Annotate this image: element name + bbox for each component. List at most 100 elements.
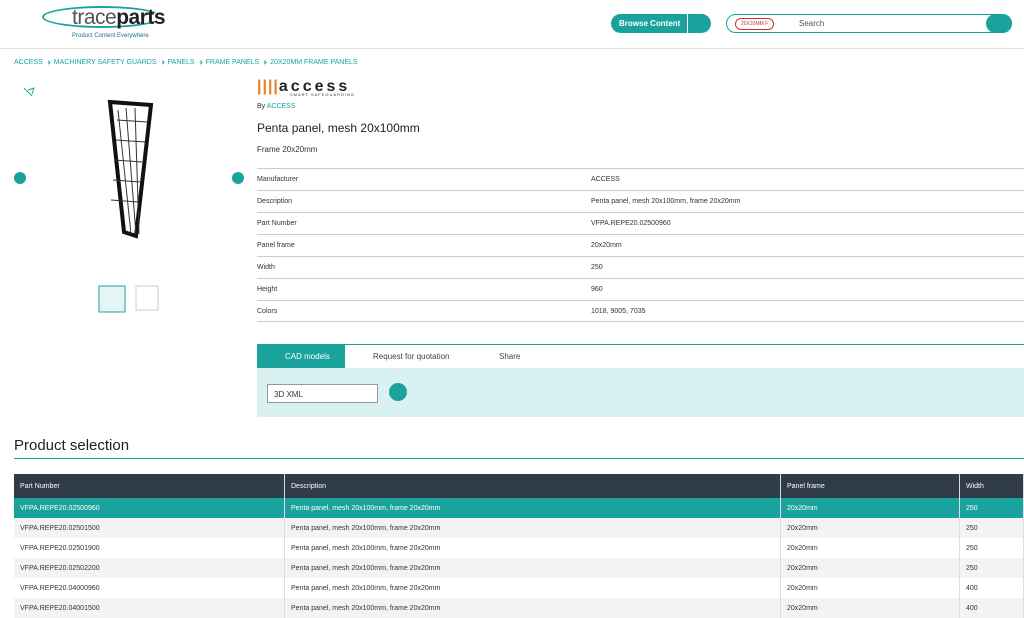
spec-value: 250 bbox=[591, 264, 603, 271]
logo[interactable]: traceparts bbox=[72, 6, 166, 30]
table-row[interactable]: VFPA.REPE20.02501500 Penta panel, mesh 20… bbox=[14, 518, 1024, 538]
button-label: Browse Content bbox=[619, 19, 681, 28]
separator bbox=[46, 60, 51, 65]
separator bbox=[262, 60, 267, 65]
table-cell: VFPA.REPE20.04000960 bbox=[14, 578, 285, 598]
column-header: Panel frame bbox=[781, 474, 960, 498]
search-box[interactable]: 20X20MM F Search bbox=[726, 14, 1012, 33]
brand-name: access bbox=[278, 78, 351, 95]
browse-button[interactable]: Browse Content bbox=[611, 14, 711, 33]
panel-mesh bbox=[110, 107, 148, 235]
dropdown-arrow bbox=[687, 14, 711, 33]
table-row[interactable]: VFPA.REPE20.04001500 Penta panel, mesh 20… bbox=[14, 598, 1024, 618]
table-row[interactable]: VFPA.REPE20.02500960 Penta panel, mesh 20… bbox=[14, 498, 1024, 518]
spec-value: ACCESS bbox=[591, 176, 620, 183]
breadcrumb-link[interactable]: MACHINERY SAFETY GUARDS bbox=[53, 59, 157, 66]
spec-value: Penta panel, mesh 20x100mm, frame 20x20m… bbox=[591, 198, 741, 205]
by-text: By bbox=[257, 103, 266, 110]
logo-text: trace bbox=[72, 6, 117, 29]
table-cell: 20x20mm bbox=[781, 578, 960, 598]
table-row[interactable]: VFPA.REPE20.04000960 Penta panel, mesh 20… bbox=[14, 578, 1024, 598]
separator bbox=[159, 60, 165, 65]
header: traceparts Product Content Everywhere Br… bbox=[0, 0, 1024, 49]
table-cell: 20x20mm bbox=[781, 598, 960, 618]
search-placeholder: Search bbox=[799, 19, 825, 28]
section-heading: Product selection bbox=[14, 437, 130, 454]
table-row[interactable]: VFPA.REPE20.02502200 Penta panel, mesh 20… bbox=[14, 558, 1024, 578]
table-cell: VFPA.REPE20.02500960 bbox=[14, 498, 285, 518]
breadcrumb: ACCESS MACHINERY SAFETY GUARDS PANELS FRAME… bbox=[14, 59, 358, 66]
breadcrumb-link[interactable]: PANELS bbox=[167, 59, 195, 66]
spec-row: Part Number VFPA.REPE20.02500960 bbox=[257, 212, 1024, 234]
table-cell: 20x20mm bbox=[781, 498, 960, 518]
table-cell: Penta panel, mesh 20x100mm, frame 20x20m… bbox=[285, 598, 781, 618]
column-header: Width bbox=[960, 474, 1024, 498]
column-header: Part Number bbox=[14, 474, 285, 498]
download-button[interactable] bbox=[389, 383, 407, 401]
search-tag[interactable]: 20X20MM F bbox=[735, 18, 775, 30]
table-cell: 250 bbox=[960, 518, 1024, 538]
product-subtitle: Frame 20x20mm bbox=[257, 145, 318, 154]
table-cell: 250 bbox=[960, 538, 1024, 558]
table-cell: VFPA.REPE20.02501500 bbox=[14, 518, 285, 538]
next-arrow[interactable] bbox=[232, 172, 244, 184]
spec-row: Description Penta panel, mesh 20x100mm, f… bbox=[257, 190, 1024, 212]
table-header: Part Number Description Panel frame Width bbox=[14, 474, 1024, 498]
format-select[interactable]: 3D XML bbox=[267, 384, 378, 403]
table-cell: 20x20mm bbox=[781, 538, 960, 558]
by-link[interactable]: ACCESS bbox=[266, 103, 296, 110]
spec-label: Manufacturer bbox=[257, 176, 299, 183]
spec-label: Width bbox=[257, 264, 275, 271]
table-row[interactable]: VFPA.REPE20.02501900 Penta panel, mesh 20… bbox=[14, 538, 1024, 558]
tab[interactable]: Request for quotation bbox=[373, 352, 450, 361]
table-cell: VFPA.REPE20.04001500 bbox=[14, 598, 285, 618]
spec-row: Panel frame 20x20mm bbox=[257, 234, 1024, 256]
table-cell: 20x20mm bbox=[781, 518, 960, 538]
spec-row: Manufacturer ACCESS bbox=[257, 168, 1024, 190]
breadcrumb-link[interactable]: 20X20MM FRAME PANELS bbox=[270, 59, 358, 66]
table-cell: 20x20mm bbox=[781, 558, 960, 578]
table-cell: Penta panel, mesh 20x100mm, frame 20x20m… bbox=[285, 518, 781, 538]
separator bbox=[197, 60, 203, 65]
search-button[interactable] bbox=[986, 14, 1012, 33]
spec-label: Colors bbox=[257, 307, 278, 315]
table-cell: 400 bbox=[960, 598, 1024, 618]
brand-logo: ||||access bbox=[257, 78, 351, 95]
spec-row: Height 960 bbox=[257, 278, 1024, 300]
spec-label: Description bbox=[257, 198, 293, 205]
logo-text: parts bbox=[116, 6, 166, 29]
prev-arrow[interactable] bbox=[14, 172, 26, 184]
spec-value: VFPA.REPE20.02500960 bbox=[591, 220, 671, 227]
breadcrumb-link[interactable]: FRAME PANELS bbox=[205, 59, 260, 66]
spec-label: Height bbox=[257, 286, 278, 293]
panel-image bbox=[107, 99, 154, 239]
breadcrumb-link[interactable]: ACCESS bbox=[14, 59, 43, 66]
spec-label: Panel frame bbox=[257, 242, 295, 249]
by-line: By ACCESS bbox=[257, 103, 296, 110]
pin-icon[interactable] bbox=[23, 87, 35, 97]
table-cell: Penta panel, mesh 20x100mm, frame 20x20m… bbox=[285, 498, 781, 518]
tab-active[interactable]: CAD models bbox=[257, 345, 345, 368]
divider bbox=[14, 458, 1024, 459]
table-cell: VFPA.REPE20.02501900 bbox=[14, 538, 285, 558]
table-cell: 250 bbox=[960, 558, 1024, 578]
column-header: Description bbox=[285, 474, 781, 498]
logo-swoosh bbox=[42, 6, 162, 28]
table-cell: Penta panel, mesh 20x100mm, frame 20x20m… bbox=[285, 578, 781, 598]
product-title: Penta panel, mesh 20x100mm bbox=[257, 121, 420, 135]
spec-value: 1018, 9005, 7035 bbox=[591, 307, 646, 315]
table-cell: 250 bbox=[960, 498, 1024, 518]
thumb-photo[interactable] bbox=[135, 285, 159, 311]
tagline: Product Content Everywhere bbox=[72, 33, 149, 39]
table-cell: VFPA.REPE20.02502200 bbox=[14, 558, 285, 578]
table-cell: Penta panel, mesh 20x100mm, frame 20x20m… bbox=[285, 538, 781, 558]
thumb-3d[interactable] bbox=[98, 285, 126, 313]
tab[interactable]: Share bbox=[499, 352, 521, 361]
spec-row: Colors 1018, 9005, 7035 bbox=[257, 300, 1024, 322]
brand-tagline: SMART SAFEGUARDING bbox=[290, 92, 355, 97]
spec-value: 20x20mm bbox=[591, 242, 622, 249]
spec-row: Width 250 bbox=[257, 256, 1024, 278]
spec-label: Part Number bbox=[257, 220, 297, 227]
